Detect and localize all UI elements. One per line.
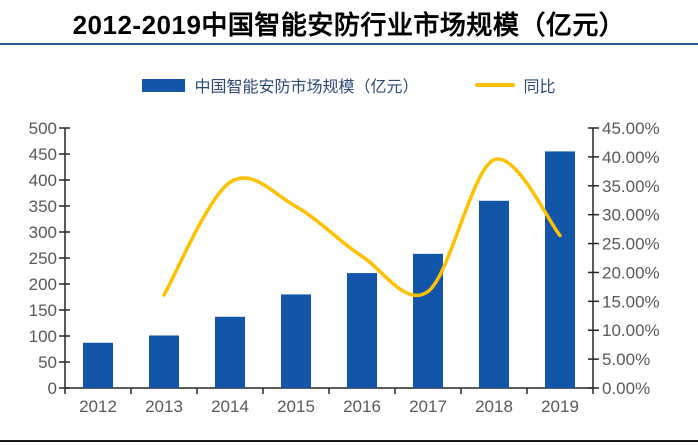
right-axis-tick-label: 10.00%	[602, 321, 660, 340]
footer-line	[0, 440, 698, 442]
x-axis-tick-label: 2015	[277, 397, 315, 416]
right-axis-tick-label: 0.00%	[602, 379, 650, 398]
bar-2018	[479, 200, 509, 388]
left-axis-tick-label: 100	[29, 327, 57, 346]
line-series-swatch	[474, 83, 515, 87]
legend-label: 中国智能安防市场规模（亿元）	[194, 79, 419, 96]
right-axis-tick-label: 35.00%	[602, 177, 660, 196]
bar-2012	[83, 342, 113, 388]
x-axis-tick-label: 2017	[409, 397, 447, 416]
left-axis-tick-label: 150	[29, 301, 57, 320]
x-axis-tick-label: 2018	[475, 397, 513, 416]
right-axis-tick-label: 5.00%	[602, 350, 650, 369]
yoy-growth-line	[162, 157, 562, 298]
bar-2016	[347, 273, 377, 388]
left-axis-tick-label: 500	[29, 119, 57, 138]
chart-title: 2012-2019中国智能安防行业市场规模（亿元）	[72, 10, 626, 40]
legend-item-market-size: 中国智能安防市场规模（亿元）	[142, 73, 419, 97]
left-axis-tick-label: 450	[29, 145, 57, 164]
legend: 中国智能安防市场规模（亿元） 同比	[0, 73, 698, 97]
combo-chart: 0 50 100 150 200 250 300 350 400 450 500 0.00% 5.00%…	[29, 119, 660, 416]
left-axis-tick-label: 400	[29, 171, 57, 190]
bar-2017	[413, 253, 443, 388]
left-axis-tick-label: 300	[29, 223, 57, 242]
legend-label: 同比	[523, 79, 556, 96]
bar-2014	[215, 316, 245, 388]
left-axis-tick-label: 250	[29, 249, 57, 268]
x-axis-tick-label: 2012	[79, 397, 117, 416]
bar-2019	[545, 151, 575, 388]
legend-item-yoy: 同比	[474, 73, 556, 97]
x-axis-tick-label: 2016	[343, 397, 381, 416]
left-axis-tick-label: 350	[29, 197, 57, 216]
x-axis-tick-label: 2013	[145, 397, 183, 416]
bar-series-swatch	[142, 78, 186, 92]
x-axis-tick-label: 2014	[211, 397, 249, 416]
right-axis-tick-label: 30.00%	[602, 206, 660, 225]
bar-2015	[281, 294, 311, 388]
left-axis-tick-label: 200	[29, 275, 57, 294]
x-axis-tick-label: 2019	[541, 397, 579, 416]
title-underline	[0, 43, 698, 45]
right-axis-tick-label: 20.00%	[602, 263, 660, 282]
left-axis-tick-label: 0	[48, 379, 57, 398]
right-axis-tick-label: 45.00%	[602, 119, 660, 138]
bar-2013	[149, 335, 179, 388]
right-axis-tick-label: 40.00%	[602, 148, 660, 167]
right-axis-tick-label: 25.00%	[602, 235, 660, 254]
left-axis-tick-label: 50	[38, 353, 57, 372]
right-axis-tick-label: 15.00%	[602, 292, 660, 311]
